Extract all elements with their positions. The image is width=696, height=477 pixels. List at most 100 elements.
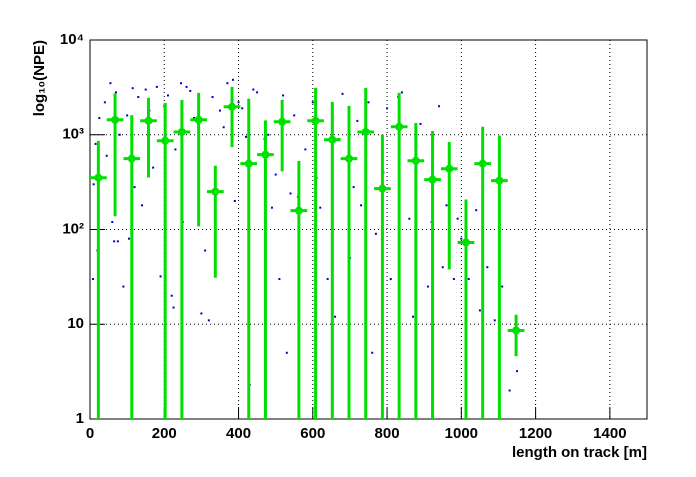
scatter-point <box>408 217 411 220</box>
scatter-point <box>133 186 136 189</box>
profile-point <box>345 154 354 163</box>
x-tick-label: 0 <box>86 425 94 442</box>
profile-point <box>461 238 470 247</box>
y-tick-label: 1 <box>76 410 84 427</box>
scatter-point <box>319 206 322 209</box>
profile-point <box>495 176 504 185</box>
scatter-point <box>226 82 229 85</box>
profile-point <box>328 135 337 144</box>
y-tick-label: 10² <box>62 220 84 237</box>
profile-point <box>478 159 487 168</box>
profile-point <box>211 187 220 196</box>
profile-point <box>194 115 203 124</box>
scatter-point <box>252 88 255 91</box>
scatter-point <box>200 312 203 315</box>
scatter-point <box>114 91 117 94</box>
x-tick-label: 200 <box>152 425 177 442</box>
profile-point <box>378 184 387 193</box>
x-axis-label: length on track [m] <box>512 444 647 461</box>
x-tick-label: 400 <box>226 425 251 442</box>
scatter-point <box>460 237 463 240</box>
y-axis-label: log₁₀(NPE) <box>31 40 48 116</box>
scatter-point <box>293 114 296 117</box>
x-tick-label: 600 <box>300 425 325 442</box>
scatter-point <box>137 96 140 99</box>
scatter-point <box>412 315 415 318</box>
scatter-point <box>274 173 277 176</box>
scatter-point <box>113 240 116 243</box>
profile-point <box>228 102 237 111</box>
scatter-point <box>127 237 130 240</box>
scatter-point <box>256 91 259 94</box>
scatter-point <box>241 107 244 110</box>
scatter-point <box>222 126 225 129</box>
profile-point <box>395 122 404 131</box>
scatter-point <box>438 105 441 108</box>
scatter-point <box>270 206 273 209</box>
profile-point <box>311 116 320 125</box>
scatter-point <box>155 85 158 88</box>
scatter-point <box>244 135 247 138</box>
scatter-point <box>516 370 519 373</box>
scatter-point <box>172 306 175 309</box>
x-tick-label: 800 <box>375 425 400 442</box>
scatter-point <box>159 275 162 278</box>
scatter-point <box>111 220 114 223</box>
scatter-point <box>334 315 337 318</box>
scatter-point <box>478 309 481 312</box>
scatter-point <box>367 101 370 104</box>
profile-point <box>144 116 153 125</box>
scatter-point <box>144 88 147 91</box>
profile-point <box>261 150 270 159</box>
scatter-point <box>452 278 455 281</box>
scatter-point <box>118 133 121 136</box>
scatter-point <box>166 94 169 97</box>
scatter-point <box>285 351 288 354</box>
scatter-point <box>122 285 125 288</box>
y-tick-label: 10⁴ <box>60 31 84 48</box>
scatter-point <box>400 91 403 94</box>
scatter-point <box>326 278 329 281</box>
scatter-point <box>91 278 94 281</box>
scatter-point <box>105 154 108 157</box>
scatter-point <box>174 148 177 151</box>
scatter-point <box>441 266 444 269</box>
scatter-point <box>233 199 236 202</box>
scatter-point <box>267 133 270 136</box>
scatter-point <box>152 166 155 169</box>
x-tick-label: 1200 <box>519 425 552 442</box>
y-tick-label: 10 <box>67 315 84 332</box>
scatter-point <box>237 101 240 104</box>
scatter-point <box>131 87 134 90</box>
scatter-point <box>486 266 489 269</box>
scatter-point <box>304 148 307 151</box>
scatter-point <box>493 319 496 322</box>
profile-point <box>278 117 287 126</box>
scatter-point <box>278 278 281 281</box>
scatter-point <box>389 278 392 281</box>
scatter-point <box>192 117 195 120</box>
scatter-point <box>360 204 363 207</box>
scatter-point <box>341 92 344 95</box>
scatter-point <box>426 285 429 288</box>
scatter-point <box>356 119 359 122</box>
profile-point <box>428 175 437 184</box>
scatter-point <box>282 94 285 97</box>
scatter-point <box>289 192 292 195</box>
scatter-point <box>189 89 192 92</box>
y-tick-label: 10³ <box>62 126 84 143</box>
scatter-point <box>185 85 188 88</box>
profile-point <box>445 164 454 173</box>
scatter-point <box>456 217 459 220</box>
scatter-point <box>386 107 389 110</box>
profile-point <box>361 127 370 136</box>
profile-point <box>161 136 170 145</box>
scatter-point <box>374 232 377 235</box>
scatter-point <box>103 101 106 104</box>
scatter-point <box>419 122 422 125</box>
scatter-point <box>126 114 129 117</box>
profile-point <box>512 326 521 335</box>
x-tick-label: 1400 <box>593 425 626 442</box>
scatter-point <box>109 82 112 85</box>
